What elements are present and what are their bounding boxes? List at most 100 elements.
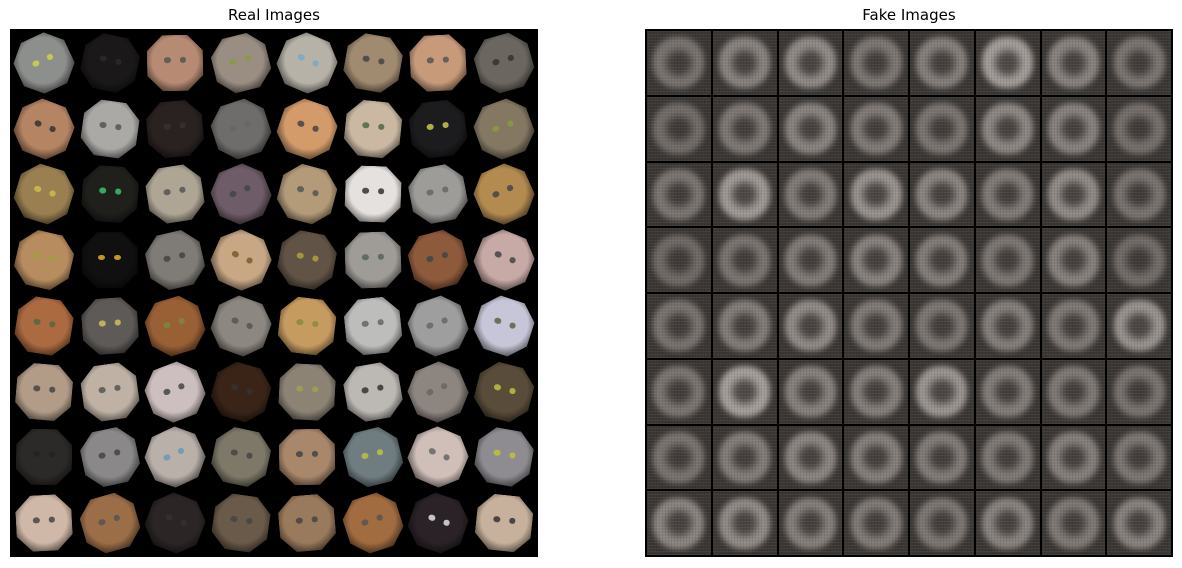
cat-face-photo xyxy=(344,231,402,289)
cat-eye xyxy=(493,317,501,324)
cat-eye xyxy=(165,514,173,522)
generated-shadow xyxy=(929,313,955,339)
generated-shadow xyxy=(994,313,1021,339)
real-image-tile xyxy=(340,425,405,490)
generated-shadow xyxy=(1126,115,1152,142)
cat-face-photo xyxy=(78,97,141,160)
cat-eye xyxy=(245,257,253,265)
cat-eye xyxy=(33,186,41,193)
cat-eye xyxy=(442,187,450,194)
noise-texture xyxy=(844,228,908,292)
fake-image-tile xyxy=(975,31,1040,95)
real-image-tile xyxy=(406,96,471,161)
cat-eye xyxy=(229,125,237,132)
noise-texture xyxy=(910,228,974,292)
noise-texture xyxy=(1107,228,1171,292)
noise-texture xyxy=(1107,162,1171,227)
fake-image-tile xyxy=(1107,425,1171,490)
real-image-tile xyxy=(472,294,536,358)
cat-eye xyxy=(33,252,41,259)
fake-image-tile xyxy=(712,294,777,358)
generated-shadow xyxy=(666,313,692,339)
fake-image-tile xyxy=(844,228,908,292)
fake-image-tile xyxy=(778,96,843,161)
real-image-tile xyxy=(275,31,339,95)
cat-eye xyxy=(230,516,237,522)
cat-eye xyxy=(230,450,238,457)
cat-face-photo xyxy=(472,163,536,227)
generated-shadow xyxy=(1126,444,1152,471)
cat-eye xyxy=(442,454,450,462)
noise-texture xyxy=(910,491,974,555)
fake-image-tile xyxy=(647,491,711,555)
cat-eye xyxy=(178,382,186,390)
fake-image-tile xyxy=(975,359,1040,424)
noise-texture xyxy=(844,491,908,555)
noise-texture xyxy=(712,162,777,227)
real-image-tile xyxy=(209,31,273,95)
fake-image-tile xyxy=(647,425,711,490)
cat-face-photo xyxy=(12,97,76,161)
cat-eye xyxy=(243,185,251,193)
generated-shadow xyxy=(666,444,692,471)
generated-shadow xyxy=(1060,247,1087,273)
cat-eye xyxy=(33,119,41,127)
cat-eye xyxy=(180,519,188,527)
fake-image-tile xyxy=(844,31,908,95)
generated-shadow xyxy=(994,444,1021,471)
fake-image-tile xyxy=(910,425,974,490)
cat-eye xyxy=(443,57,450,63)
fake-image-tile xyxy=(844,359,908,424)
real-image-tile xyxy=(12,359,76,424)
real-image-tile xyxy=(77,31,142,95)
cat-eye xyxy=(360,519,368,526)
cat-face-photo xyxy=(209,31,273,95)
cat-eye xyxy=(427,57,434,63)
cat-eye xyxy=(508,387,516,394)
cat-face-photo xyxy=(209,228,273,292)
cat-eye xyxy=(33,452,40,458)
generated-shadow xyxy=(1126,378,1152,405)
fake-image-tile xyxy=(778,425,843,490)
cat-face-photo xyxy=(12,31,76,95)
real-image-tile xyxy=(209,425,273,490)
noise-texture xyxy=(1041,294,1106,358)
noise-texture xyxy=(712,491,777,555)
real-image-tile xyxy=(77,425,142,490)
noise-texture xyxy=(910,96,974,161)
generated-shadow xyxy=(666,510,692,536)
cat-eye xyxy=(361,188,368,194)
generated-shadow xyxy=(1060,510,1087,536)
cat-face-photo xyxy=(275,97,339,161)
noise-texture xyxy=(844,425,908,490)
noise-texture xyxy=(1041,425,1106,490)
cat-eye xyxy=(164,57,171,63)
real-image-tile xyxy=(77,96,142,161)
cat-face-photo xyxy=(472,426,536,490)
cat-face-photo xyxy=(344,165,402,223)
noise-texture xyxy=(647,425,711,490)
noise-texture xyxy=(778,359,843,424)
real-image-tile xyxy=(12,491,76,555)
generated-shadow xyxy=(666,50,692,76)
noise-texture xyxy=(844,96,908,161)
cat-eye xyxy=(98,121,105,127)
fake-image-tile xyxy=(975,491,1040,555)
generated-shadow xyxy=(929,247,955,273)
cat-eye xyxy=(493,383,501,390)
real-image-tile xyxy=(209,359,273,424)
cat-face-photo xyxy=(209,491,272,554)
fake-image-tile xyxy=(844,96,908,161)
fake-image-tile xyxy=(712,96,777,161)
fake-image-tile xyxy=(844,425,908,490)
generated-shadow xyxy=(1060,313,1087,339)
generated-shadow xyxy=(863,444,889,471)
fake-image-tile xyxy=(647,31,711,95)
real-image-tile xyxy=(77,491,142,555)
generated-shadow xyxy=(1060,444,1087,471)
real-image-tile xyxy=(275,228,339,292)
cat-eye xyxy=(509,518,516,524)
noise-texture xyxy=(712,294,777,358)
generated-shadow xyxy=(1060,115,1087,142)
fake-image-tile xyxy=(1107,491,1171,555)
